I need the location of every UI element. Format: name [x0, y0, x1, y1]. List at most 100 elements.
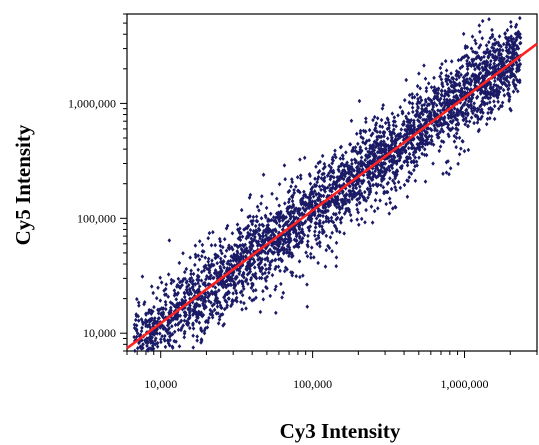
data-point — [446, 103, 451, 109]
data-point — [221, 280, 226, 285]
data-point — [374, 190, 379, 196]
data-point — [163, 333, 167, 339]
data-point — [158, 298, 163, 303]
data-point — [270, 272, 275, 278]
data-point — [310, 185, 315, 190]
data-point — [227, 277, 232, 283]
data-point — [356, 160, 361, 166]
data-point — [424, 88, 429, 94]
data-point — [347, 188, 351, 194]
data-point — [479, 116, 483, 121]
data-point — [424, 106, 428, 111]
data-point — [297, 224, 302, 230]
data-point — [466, 147, 471, 153]
data-point — [293, 208, 297, 213]
data-point — [446, 93, 451, 98]
data-point — [375, 137, 379, 142]
data-point — [328, 186, 333, 192]
data-point — [473, 50, 478, 55]
data-point — [199, 278, 204, 283]
data-point — [439, 70, 444, 76]
data-point — [364, 146, 368, 151]
data-point — [382, 173, 386, 178]
data-point — [300, 227, 305, 232]
data-point — [266, 249, 271, 254]
data-point — [260, 266, 265, 271]
data-point — [296, 188, 300, 194]
data-point — [482, 76, 487, 81]
data-point — [472, 57, 476, 62]
data-point — [454, 68, 459, 74]
data-point — [179, 325, 184, 331]
data-point — [358, 200, 362, 206]
data-point — [160, 314, 165, 319]
data-point — [398, 154, 403, 160]
data-point — [218, 248, 223, 253]
data-point — [312, 255, 316, 260]
data-point — [468, 87, 472, 93]
data-point — [415, 135, 420, 140]
data-point — [374, 153, 378, 159]
data-point — [479, 102, 484, 107]
data-point — [206, 295, 210, 300]
data-point — [479, 107, 484, 112]
data-point — [512, 84, 517, 89]
data-point — [215, 261, 220, 266]
data-point — [158, 331, 162, 336]
data-point — [480, 60, 485, 66]
data-point — [484, 59, 489, 64]
data-point — [382, 176, 386, 182]
data-point — [251, 228, 256, 234]
data-point — [478, 104, 482, 109]
data-point — [379, 162, 384, 167]
data-point — [424, 85, 429, 91]
data-point — [387, 168, 392, 173]
data-point — [167, 238, 172, 243]
data-point — [454, 131, 459, 136]
data-point — [217, 317, 222, 322]
data-point — [455, 98, 460, 104]
data-point — [241, 270, 246, 276]
data-point — [274, 310, 278, 316]
data-point — [245, 272, 250, 277]
data-point — [497, 56, 502, 61]
data-point — [423, 117, 427, 123]
data-point — [481, 99, 486, 105]
data-point — [255, 240, 260, 246]
data-point — [166, 272, 171, 277]
data-point — [297, 212, 302, 218]
data-point — [359, 216, 364, 222]
data-point — [416, 113, 420, 118]
data-point — [326, 208, 330, 214]
data-point — [175, 304, 179, 309]
data-point — [253, 234, 257, 240]
data-point — [196, 253, 201, 258]
data-point — [331, 155, 335, 160]
data-point — [210, 313, 215, 318]
data-point — [156, 285, 160, 290]
data-point — [298, 274, 302, 280]
data-point — [433, 125, 437, 131]
data-point — [360, 160, 365, 165]
data-point — [372, 208, 377, 214]
data-point — [422, 107, 427, 113]
data-point — [412, 158, 416, 164]
data-point — [227, 275, 232, 280]
data-point — [465, 58, 469, 64]
data-point — [186, 316, 191, 322]
data-point — [341, 156, 345, 161]
data-point — [240, 234, 245, 239]
data-point — [368, 151, 372, 156]
data-point — [292, 190, 297, 196]
data-point — [215, 253, 219, 258]
data-point — [173, 322, 178, 328]
data-point — [488, 95, 493, 100]
data-point — [273, 257, 278, 262]
data-point — [358, 130, 363, 136]
data-point — [239, 207, 244, 213]
data-point — [197, 284, 202, 289]
data-point — [254, 214, 259, 219]
data-point — [374, 182, 378, 187]
data-point — [466, 91, 470, 96]
data-point — [422, 121, 427, 127]
